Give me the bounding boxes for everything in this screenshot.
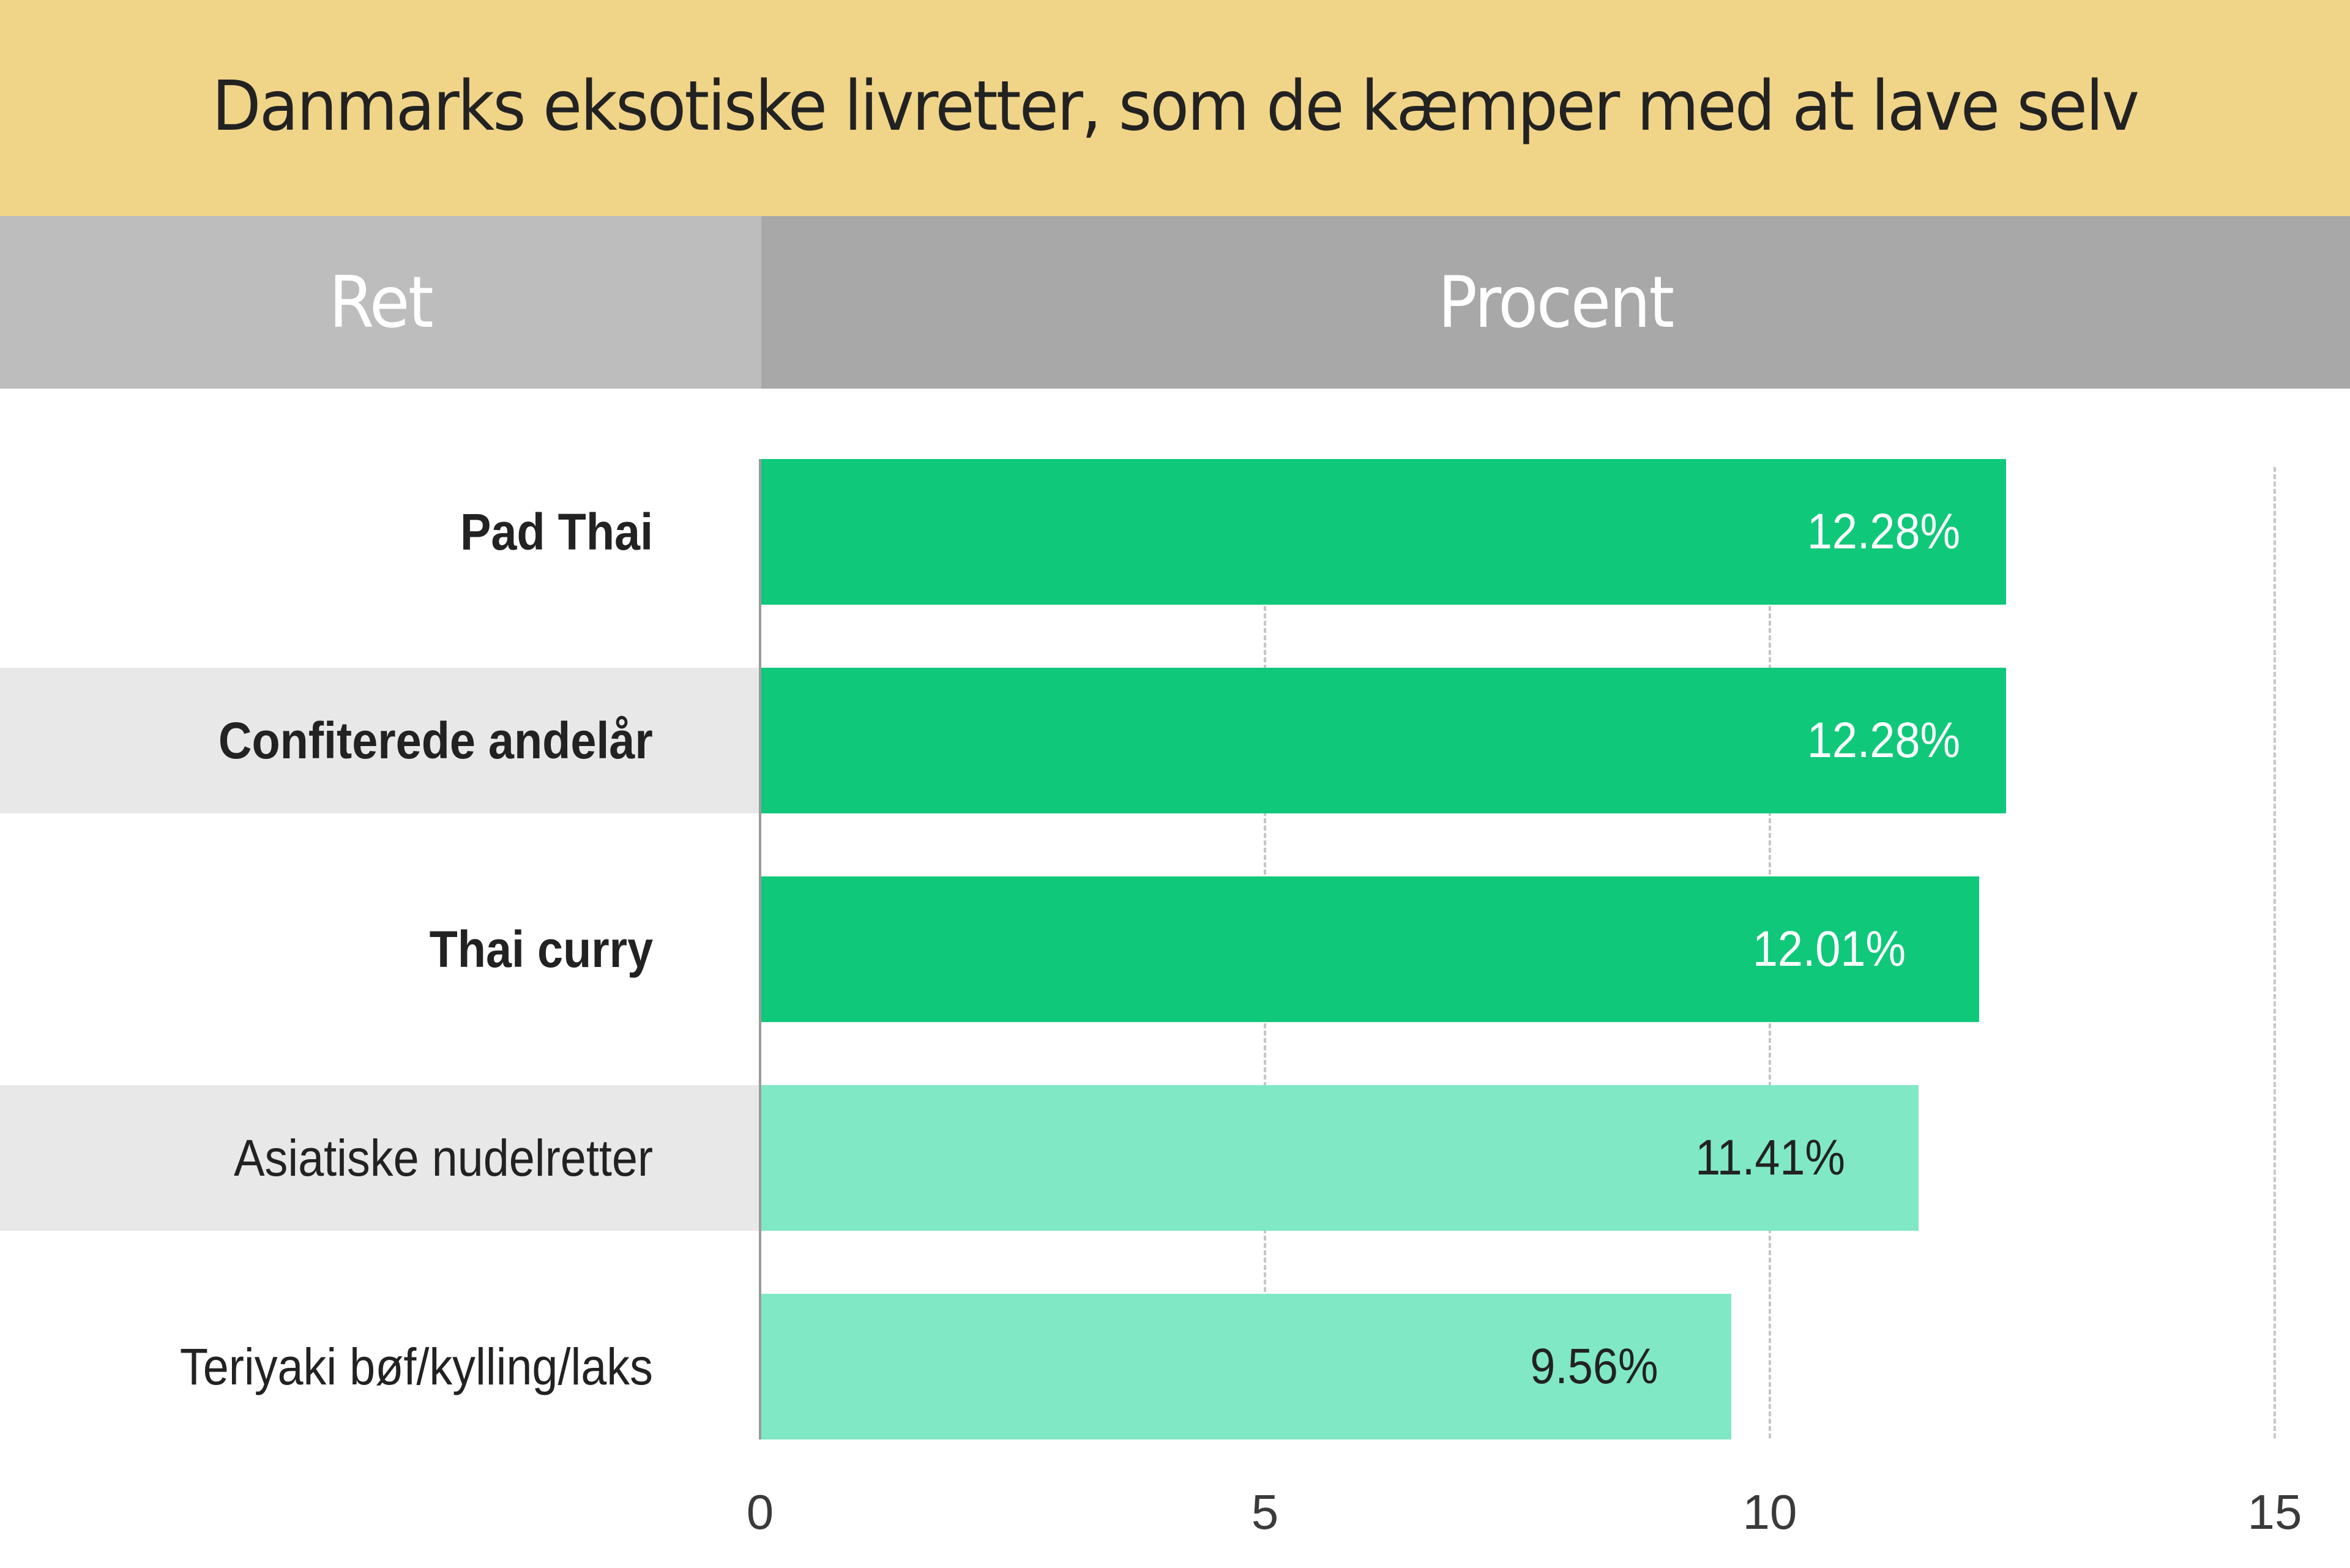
x-tick-label: 10 bbox=[1742, 1485, 1797, 1539]
bar-value-label: 11.41% bbox=[1679, 1085, 1845, 1231]
bar-value-label: 12.28% bbox=[1790, 459, 1960, 605]
row-label: Thai curry bbox=[0, 876, 653, 1022]
row-label-text: Teriyaki bøf/kylling/laks bbox=[179, 1337, 653, 1395]
bar-value-text: 12.28% bbox=[1807, 712, 1961, 768]
row-label: Confiterede andelår bbox=[0, 668, 653, 813]
bar[interactable]: 12.28% bbox=[761, 459, 2007, 605]
y-axis-line bbox=[759, 459, 761, 1439]
bar[interactable]: 12.01% bbox=[761, 876, 1979, 1022]
bar-value-label: 12.01% bbox=[1736, 876, 1906, 1022]
row-label-text: Confiterede andelår bbox=[218, 711, 653, 769]
row-label-text: Asiatiske nudelretter bbox=[234, 1129, 653, 1187]
x-tick-label: 0 bbox=[746, 1485, 774, 1539]
row-label: Teriyaki bøf/kylling/laks bbox=[0, 1294, 653, 1439]
x-tick-label: 5 bbox=[1251, 1485, 1279, 1539]
row-label-text: Thai curry bbox=[429, 920, 653, 978]
row-stripe bbox=[0, 1085, 760, 1231]
row-stripe bbox=[0, 668, 760, 813]
bar-value-text: 12.01% bbox=[1752, 921, 1906, 977]
chart-title: Danmarks eksotiske livretter, som de kæm… bbox=[212, 66, 2140, 146]
row-label: Asiatiske nudelretter bbox=[0, 1085, 653, 1231]
column-header-procent-label: Procent bbox=[1438, 261, 1675, 344]
bar[interactable]: 11.41% bbox=[761, 1085, 1919, 1231]
row-label-text: Pad Thai bbox=[460, 502, 653, 561]
title-band: Danmarks eksotiske livretter, som de kæm… bbox=[0, 0, 2350, 216]
bar[interactable]: 9.56% bbox=[761, 1294, 1732, 1439]
x-tick-label: 15 bbox=[2247, 1485, 2302, 1539]
gridline-15 bbox=[2274, 467, 2276, 1438]
bar-value-text: 11.41% bbox=[1695, 1130, 1845, 1185]
bar[interactable]: 12.28% bbox=[761, 668, 2007, 813]
bar-value-text: 9.56% bbox=[1530, 1338, 1658, 1394]
column-header-ret-label: Ret bbox=[329, 261, 434, 344]
bar-value-label: 9.56% bbox=[1516, 1294, 1658, 1439]
bar-value-label: 12.28% bbox=[1790, 668, 1960, 813]
column-header-procent: Procent bbox=[761, 216, 2350, 389]
column-header-ret: Ret bbox=[0, 216, 761, 389]
row-label: Pad Thai bbox=[0, 459, 653, 605]
bar-value-text: 12.28% bbox=[1807, 504, 1961, 559]
